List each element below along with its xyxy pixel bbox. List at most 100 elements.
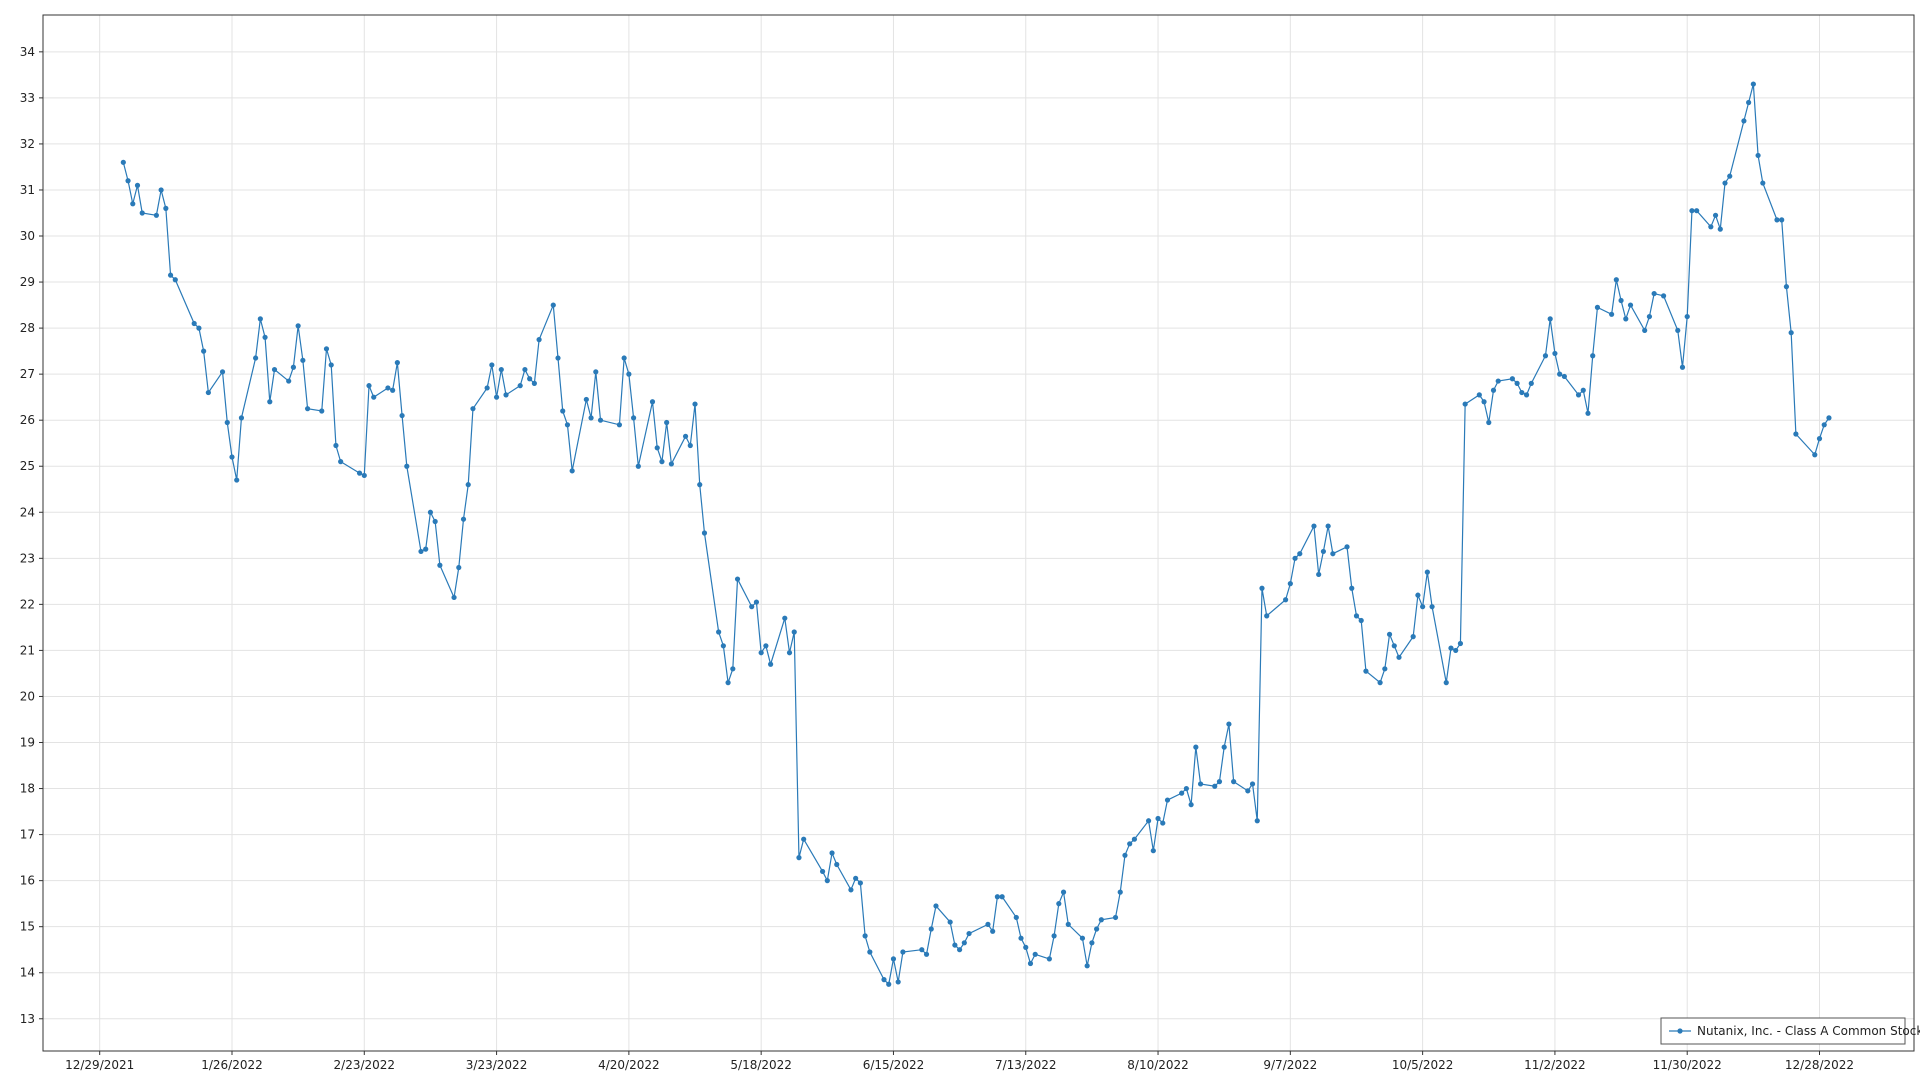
y-tick-label: 33 xyxy=(20,91,35,105)
x-tick-label: 4/20/2022 xyxy=(598,1058,660,1072)
data-point xyxy=(919,947,925,953)
data-point xyxy=(1642,327,1648,334)
data-point xyxy=(1646,313,1653,320)
data-point xyxy=(1594,304,1601,310)
y-tick-label: 17 xyxy=(20,828,35,842)
data-point xyxy=(125,178,131,184)
data-point xyxy=(701,530,708,536)
data-point xyxy=(1032,951,1038,957)
data-point xyxy=(659,459,665,465)
data-point xyxy=(1679,364,1686,370)
data-point xyxy=(791,629,797,635)
data-point xyxy=(782,615,788,621)
data-point xyxy=(366,383,372,389)
data-point xyxy=(1098,917,1104,923)
data-point xyxy=(1528,380,1534,386)
data-point xyxy=(253,355,259,361)
data-point xyxy=(404,463,410,469)
data-point xyxy=(1155,815,1161,822)
data-point xyxy=(427,509,434,515)
data-point xyxy=(654,445,660,451)
data-point xyxy=(588,415,594,421)
data-point xyxy=(564,422,571,428)
data-point xyxy=(895,979,901,985)
plot-border xyxy=(42,14,1915,1052)
x-tick-label: 7/13/2022 xyxy=(995,1058,1057,1072)
y-tick-label: 20 xyxy=(20,689,35,703)
data-point xyxy=(1316,571,1322,578)
data-point xyxy=(286,378,292,384)
data-point xyxy=(1046,956,1052,962)
data-point xyxy=(295,323,301,329)
data-point xyxy=(1552,350,1558,357)
data-point xyxy=(593,369,599,375)
data-point xyxy=(952,942,958,948)
data-point xyxy=(1358,617,1364,624)
data-point xyxy=(1410,634,1416,640)
legend-label: Nutanix, Inc. - Class A Common Stock xyxy=(1697,1024,1920,1038)
data-point xyxy=(947,919,953,925)
data-point xyxy=(801,836,807,842)
data-point xyxy=(323,346,330,352)
data-point xyxy=(1245,788,1251,794)
y-tick-label: 21 xyxy=(20,643,35,657)
data-point xyxy=(881,977,887,983)
data-point xyxy=(1325,523,1331,529)
data-point xyxy=(1060,889,1067,895)
data-point xyxy=(134,182,141,188)
data-point xyxy=(229,454,235,460)
data-point xyxy=(796,855,802,861)
y-tick-label: 16 xyxy=(20,874,35,888)
data-point xyxy=(1018,935,1024,941)
data-point xyxy=(1131,836,1138,842)
x-tick-label: 5/18/2022 xyxy=(730,1058,792,1072)
data-point xyxy=(1188,802,1194,808)
data-point xyxy=(1788,330,1794,336)
data-point xyxy=(1221,744,1227,750)
data-point xyxy=(1079,935,1086,941)
x-tick-label: 9/7/2022 xyxy=(1263,1058,1317,1072)
x-tick-label: 12/28/2022 xyxy=(1785,1058,1854,1072)
data-point xyxy=(829,850,835,856)
data-point xyxy=(550,302,556,308)
data-point xyxy=(1382,666,1388,672)
data-point xyxy=(1816,436,1823,442)
data-point xyxy=(167,272,174,278)
data-point xyxy=(768,661,774,667)
data-point xyxy=(371,394,377,400)
data-point xyxy=(201,348,207,354)
data-point xyxy=(886,981,892,987)
data-point xyxy=(999,894,1005,900)
data-point xyxy=(1429,604,1435,610)
data-point xyxy=(900,949,906,955)
data-point xyxy=(1013,914,1019,921)
data-point xyxy=(234,477,240,483)
data-point xyxy=(1023,944,1029,951)
data-point xyxy=(1708,224,1714,230)
data-point xyxy=(1424,569,1430,575)
data-point xyxy=(522,366,528,373)
data-point xyxy=(498,366,504,373)
data-point xyxy=(668,461,674,467)
data-point xyxy=(1476,392,1482,398)
data-point xyxy=(1627,302,1634,308)
data-point xyxy=(1297,551,1303,557)
data-point xyxy=(385,385,391,391)
data-point xyxy=(1618,297,1624,304)
data-point xyxy=(1779,217,1785,223)
data-point xyxy=(257,316,263,322)
x-tick-label: 6/15/2022 xyxy=(863,1058,925,1072)
data-point xyxy=(1292,555,1298,561)
data-point xyxy=(635,463,641,469)
data-point xyxy=(716,629,722,635)
data-point xyxy=(1231,779,1237,785)
y-tick-label: 24 xyxy=(20,505,35,519)
x-tick-label: 8/10/2022 xyxy=(1127,1058,1189,1072)
data-point xyxy=(867,949,873,955)
legend: Nutanix, Inc. - Class A Common Stock xyxy=(1660,1017,1920,1045)
y-tick-label: 26 xyxy=(20,413,35,427)
y-tick-label: 32 xyxy=(20,137,35,151)
data-point xyxy=(1117,889,1123,895)
y-tick-label: 28 xyxy=(20,321,35,335)
data-point xyxy=(1651,290,1657,297)
